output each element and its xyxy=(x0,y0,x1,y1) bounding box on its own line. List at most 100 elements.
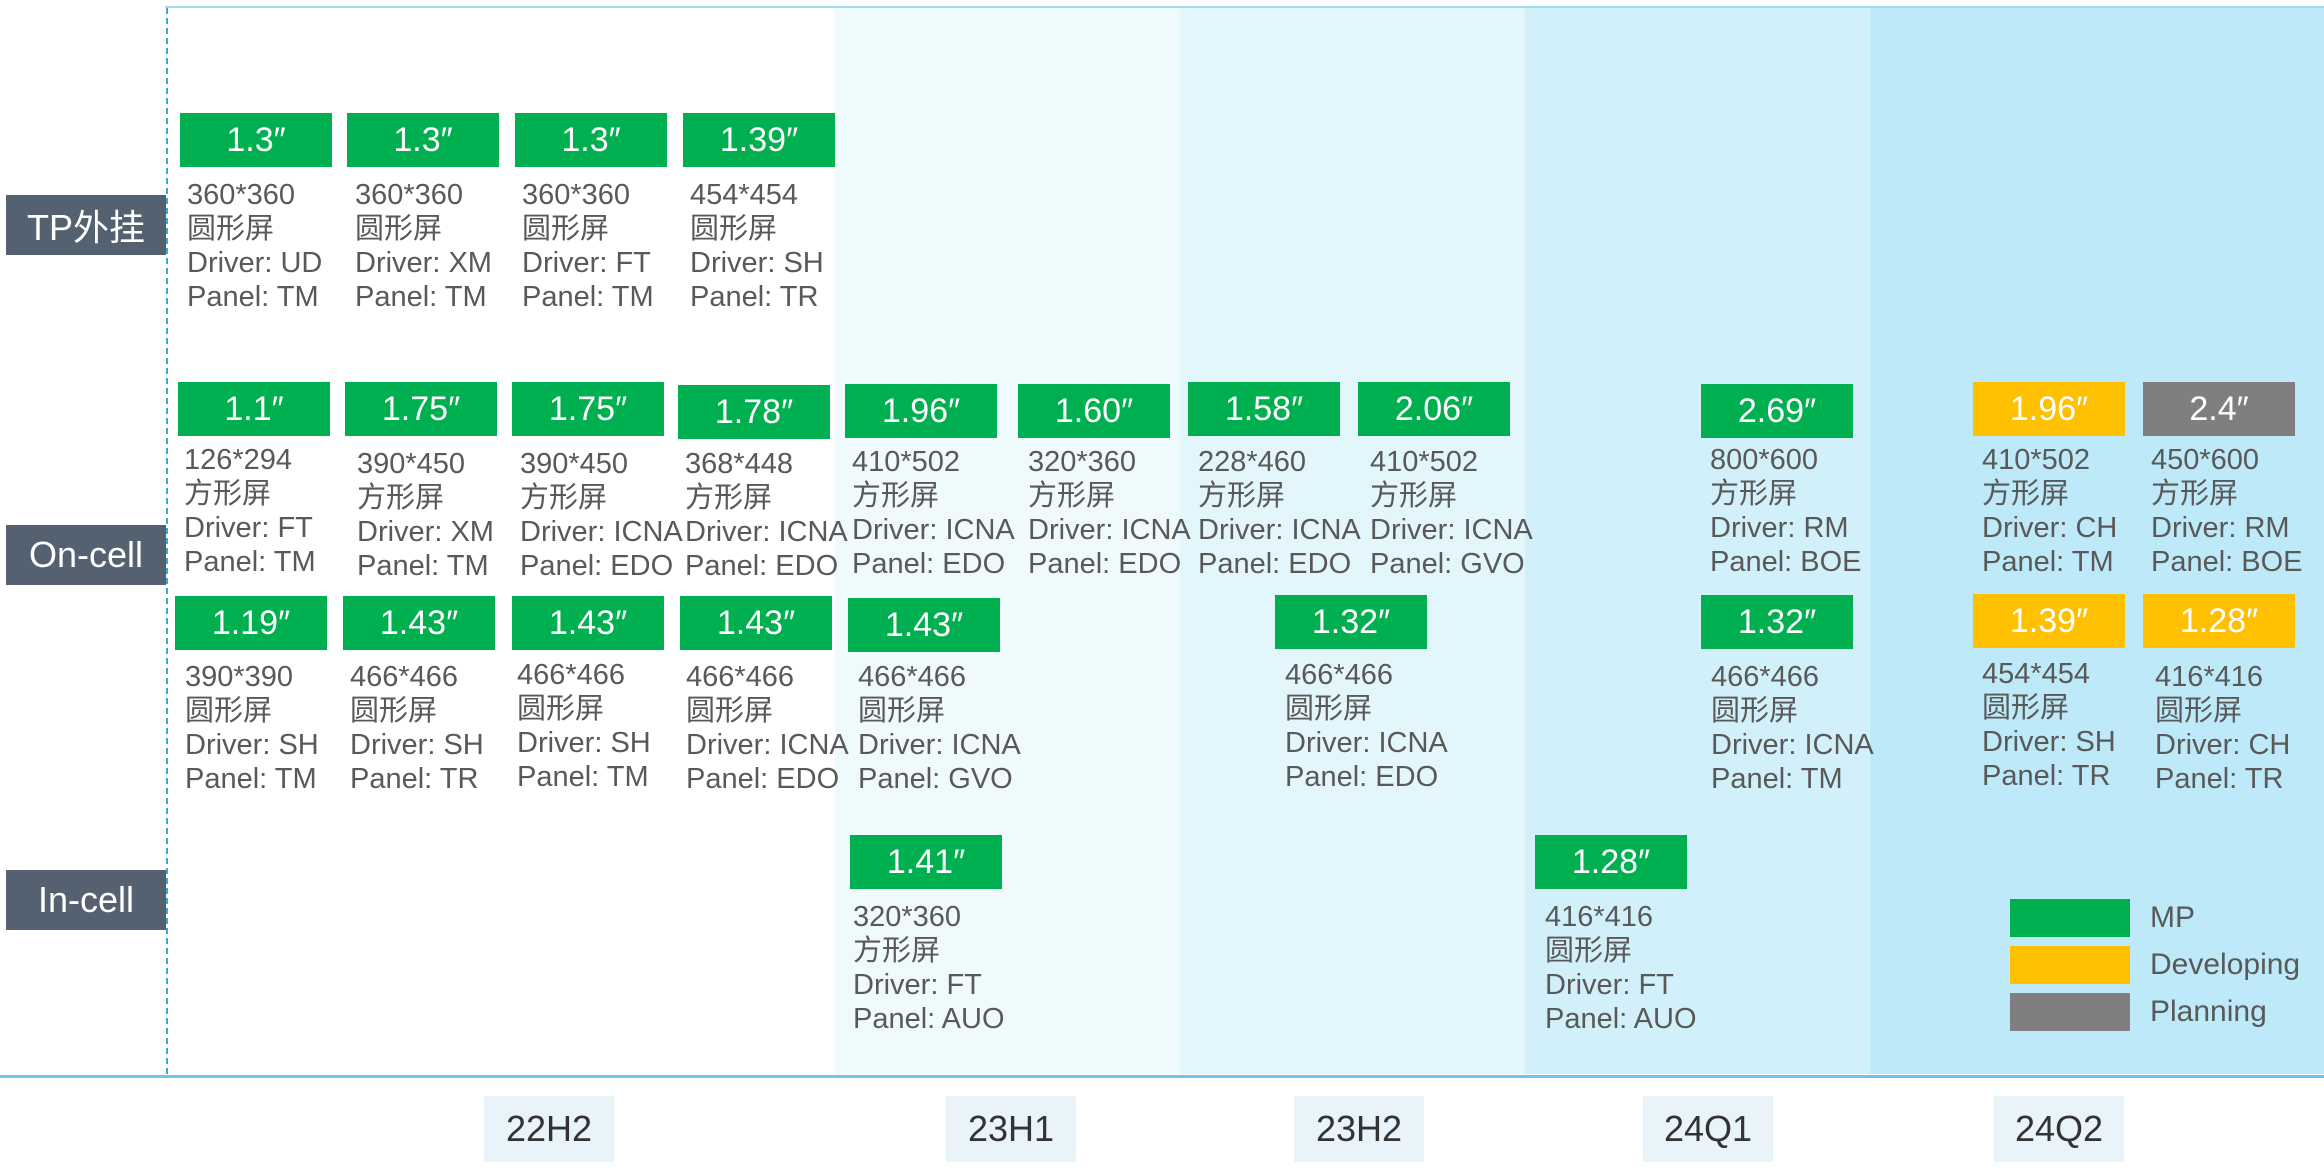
size-badge: 1.32″ xyxy=(1701,595,1853,649)
size-badge: 1.43″ xyxy=(848,598,1000,652)
legend-label-planning: Planning xyxy=(2150,995,2267,1028)
spec-driver: Driver: FT xyxy=(522,247,651,279)
spec-shape: 方形屏 xyxy=(1982,478,2070,510)
band-23h1 xyxy=(835,8,1180,1074)
spec-resolution: 368*448 xyxy=(685,448,794,480)
period-label: 23H1 xyxy=(946,1096,1076,1162)
size-badge: 1.19″ xyxy=(175,596,327,650)
period-label: 24Q1 xyxy=(1643,1096,1773,1162)
size-badge: 1.43″ xyxy=(343,596,495,650)
spec-panel: Panel: TR xyxy=(350,763,479,795)
spec-shape: 圆形屏 xyxy=(1982,692,2070,724)
size-badge: 1.3″ xyxy=(347,113,499,167)
spec-panel: Panel: TM xyxy=(355,281,487,313)
spec-resolution: 466*466 xyxy=(858,661,967,693)
spec-driver: Driver: ICNA xyxy=(1028,514,1191,546)
spec-resolution: 228*460 xyxy=(1198,446,1307,478)
spec-resolution: 410*502 xyxy=(1370,446,1479,478)
spec-resolution: 466*466 xyxy=(517,659,626,691)
spec-panel: Panel: AUO xyxy=(1545,1003,1697,1035)
spec-shape: 圆形屏 xyxy=(185,695,273,727)
size-badge: 1.96″ xyxy=(1973,382,2125,436)
size-badge: 1.32″ xyxy=(1275,595,1427,649)
spec-resolution: 416*416 xyxy=(1545,901,1654,933)
spec-driver: Driver: ICNA xyxy=(1285,727,1448,759)
spec-panel: Panel: TM xyxy=(517,761,649,793)
spec-block: 320*360 方形屏 Driver: ICNA Panel: EDO xyxy=(1028,445,1191,581)
spec-resolution: 390*390 xyxy=(185,661,294,693)
spec-panel: Panel: BOE xyxy=(2151,546,2303,578)
spec-block: 466*466 圆形屏 Driver: ICNA Panel: EDO xyxy=(1285,658,1448,794)
spec-panel: Panel: TM xyxy=(357,550,489,582)
spec-driver: Driver: CH xyxy=(1982,512,2118,544)
row-label-tp: TP外挂 xyxy=(6,195,166,255)
legend-swatch-developing xyxy=(2010,946,2130,984)
spec-block: 390*450 方形屏 Driver: XM Panel: TM xyxy=(357,447,494,583)
spec-shape: 方形屏 xyxy=(852,480,940,512)
size-badge: 1.1″ xyxy=(178,382,330,436)
spec-shape: 圆形屏 xyxy=(1285,693,1373,725)
spec-resolution: 320*360 xyxy=(853,901,962,933)
spec-shape: 方形屏 xyxy=(184,478,272,510)
spec-driver: Driver: UD xyxy=(187,247,323,279)
legend-swatch-planning xyxy=(2010,993,2130,1031)
spec-panel: Panel: GVO xyxy=(858,763,1013,795)
spec-panel: Panel: BOE xyxy=(1710,546,1862,578)
spec-driver: Driver: FT xyxy=(853,969,982,1001)
size-badge: 2.4″ xyxy=(2143,382,2295,436)
period-label: 23H2 xyxy=(1294,1096,1424,1162)
timeline-axis xyxy=(0,1075,2324,1078)
spec-block: 466*466 圆形屏 Driver: ICNA Panel: GVO xyxy=(858,660,1021,796)
spec-driver: Driver: ICNA xyxy=(1711,729,1874,761)
spec-block: 126*294 方形屏 Driver: FT Panel: TM xyxy=(184,443,316,579)
spec-shape: 圆形屏 xyxy=(690,213,778,245)
legend-swatch-mp xyxy=(2010,899,2130,937)
spec-shape: 方形屏 xyxy=(1370,480,1458,512)
size-badge: 1.3″ xyxy=(515,113,667,167)
period-label: 24Q2 xyxy=(1994,1096,2124,1162)
spec-block: 360*360 圆形屏 Driver: UD Panel: TM xyxy=(187,178,322,314)
size-badge: 1.78″ xyxy=(678,385,830,439)
size-badge: 1.58″ xyxy=(1188,382,1340,436)
spec-driver: Driver: SH xyxy=(517,727,651,759)
size-badge: 1.75″ xyxy=(512,382,664,436)
spec-block: 800*600 方形屏 Driver: RM Panel: BOE xyxy=(1710,443,1862,579)
spec-resolution: 466*466 xyxy=(1711,661,1820,693)
spec-panel: Panel: AUO xyxy=(853,1003,1005,1035)
spec-shape: 圆形屏 xyxy=(355,213,443,245)
spec-shape: 圆形屏 xyxy=(517,693,605,725)
spec-resolution: 360*360 xyxy=(355,179,464,211)
spec-driver: Driver: XM xyxy=(357,516,494,548)
size-badge: 1.28″ xyxy=(2143,594,2295,648)
spec-resolution: 126*294 xyxy=(184,444,293,476)
period-label: 22H2 xyxy=(484,1096,614,1162)
row-divider xyxy=(166,8,168,1074)
spec-block: 466*466 圆形屏 Driver: SH Panel: TR xyxy=(350,660,484,796)
spec-shape: 圆形屏 xyxy=(187,213,275,245)
spec-panel: Panel: TM xyxy=(1711,763,1843,795)
spec-block: 410*502 方形屏 Driver: ICNA Panel: GVO xyxy=(1370,445,1533,581)
spec-panel: Panel: EDO xyxy=(1028,548,1182,580)
size-badge: 1.75″ xyxy=(345,382,497,436)
spec-driver: Driver: CH xyxy=(2155,729,2291,761)
spec-panel: Panel: EDO xyxy=(685,550,839,582)
spec-shape: 圆形屏 xyxy=(350,695,438,727)
spec-resolution: 410*502 xyxy=(852,446,961,478)
spec-block: 390*450 方形屏 Driver: ICNA Panel: EDO xyxy=(520,447,683,583)
spec-panel: Panel: TR xyxy=(2155,763,2284,795)
spec-block: 410*502 方形屏 Driver: ICNA Panel: EDO xyxy=(852,445,1015,581)
spec-block: 228*460 方形屏 Driver: ICNA Panel: EDO xyxy=(1198,445,1361,581)
spec-block: 360*360 圆形屏 Driver: FT Panel: TM xyxy=(522,178,654,314)
spec-shape: 圆形屏 xyxy=(2155,695,2243,727)
top-rule xyxy=(165,6,2324,8)
spec-driver: Driver: FT xyxy=(1545,969,1674,1001)
spec-shape: 圆形屏 xyxy=(1545,935,1633,967)
size-badge: 1.60″ xyxy=(1018,384,1170,438)
spec-driver: Driver: ICNA xyxy=(1370,514,1533,546)
spec-resolution: 390*450 xyxy=(520,448,629,480)
spec-panel: Panel: TR xyxy=(1982,760,2111,792)
size-badge: 1.96″ xyxy=(845,384,997,438)
spec-driver: Driver: ICNA xyxy=(858,729,1021,761)
size-badge: 1.43″ xyxy=(512,596,664,650)
size-badge: 2.69″ xyxy=(1701,384,1853,438)
